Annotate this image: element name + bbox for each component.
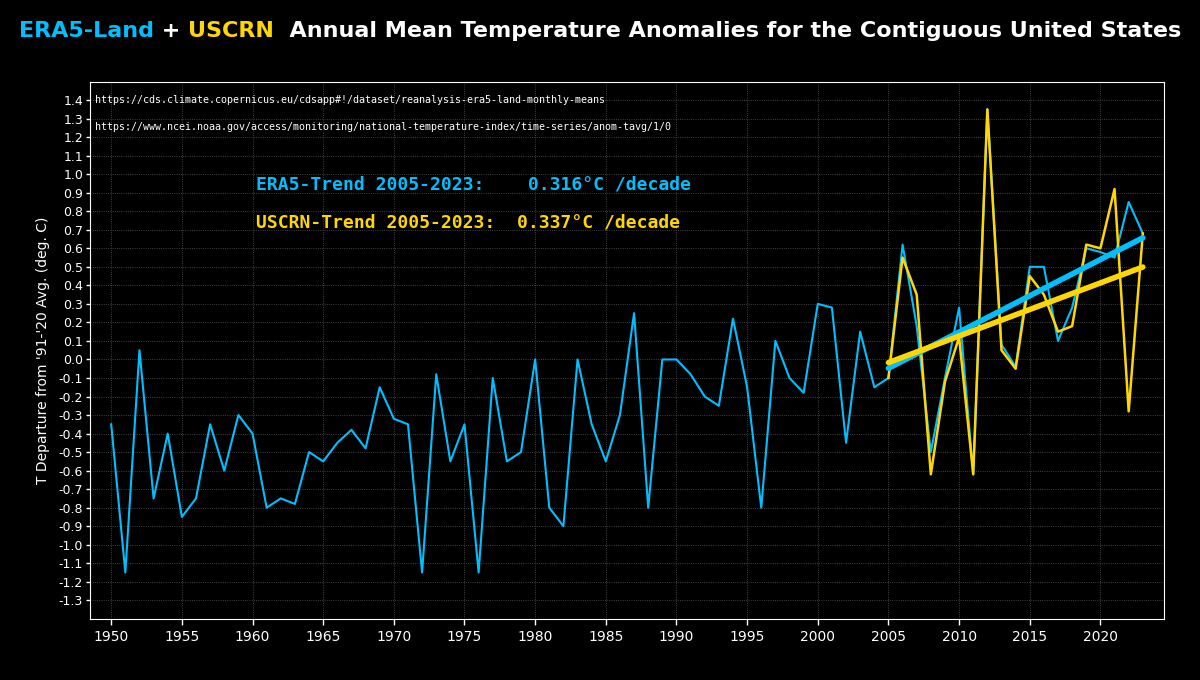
- Text: https://www.ncei.noaa.gov/access/monitoring/national-temperature-index/time-seri: https://www.ncei.noaa.gov/access/monitor…: [95, 122, 671, 132]
- Y-axis label: T Departure from '91-'20 Avg. (deg. C): T Departure from '91-'20 Avg. (deg. C): [36, 216, 50, 484]
- Text: USCRN: USCRN: [188, 20, 274, 41]
- Text: Annual Mean Temperature Anomalies for the Contiguous United States: Annual Mean Temperature Anomalies for th…: [274, 20, 1181, 41]
- Text: https://cds.climate.copernicus.eu/cdsapp#!/dataset/reanalysis-era5-land-monthly-: https://cds.climate.copernicus.eu/cdsapp…: [95, 95, 605, 105]
- Text: +: +: [154, 20, 188, 41]
- Text: USCRN-Trend 2005-2023:  0.337°C /decade: USCRN-Trend 2005-2023: 0.337°C /decade: [257, 214, 680, 231]
- Text: ERA5-Trend 2005-2023:    0.316°C /decade: ERA5-Trend 2005-2023: 0.316°C /decade: [257, 175, 691, 194]
- Text: ERA5-Land: ERA5-Land: [19, 20, 154, 41]
